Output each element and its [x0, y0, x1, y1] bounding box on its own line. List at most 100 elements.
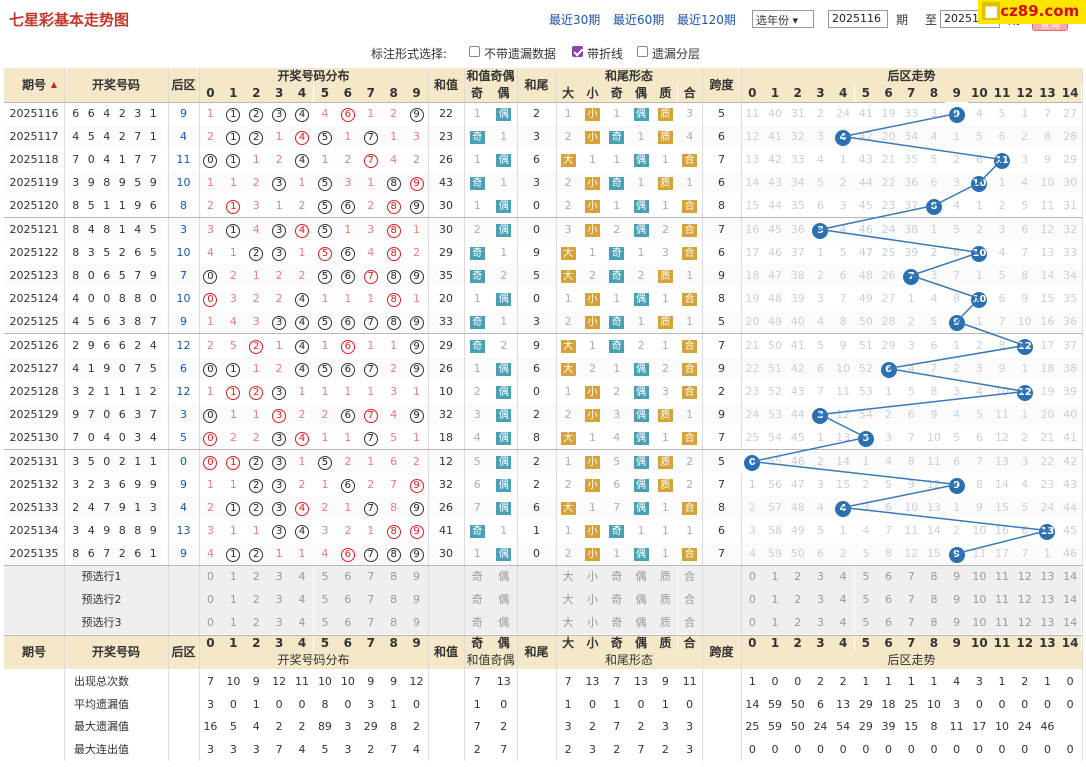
- pred-back-7[interactable]: 7: [899, 611, 923, 634]
- pred-digit-9[interactable]: 9: [405, 565, 428, 588]
- pred-odd[interactable]: 奇: [464, 588, 491, 611]
- pred-comp[interactable]: 合: [677, 588, 702, 611]
- pred-even[interactable]: 偶: [628, 588, 654, 611]
- pred-odd[interactable]: 奇: [604, 565, 629, 588]
- pred-big[interactable]: 大: [556, 611, 581, 634]
- pred-digit-6[interactable]: 6: [336, 588, 360, 611]
- pred-back-14[interactable]: 14: [1058, 565, 1082, 588]
- pred-back-0[interactable]: 0: [741, 565, 764, 588]
- pred-back-1[interactable]: 1: [763, 611, 787, 634]
- pred-big[interactable]: 大: [556, 565, 581, 588]
- pred-back-8[interactable]: 8: [922, 588, 946, 611]
- pred-back-6[interactable]: 6: [877, 588, 900, 611]
- pred-digit-4[interactable]: 4: [290, 611, 314, 634]
- pred-back-1[interactable]: 1: [763, 565, 787, 588]
- pred-digit-4[interactable]: 4: [290, 588, 314, 611]
- pred-digit-8[interactable]: 8: [382, 611, 406, 634]
- pred-back-8[interactable]: 8: [922, 565, 946, 588]
- pred-back-6[interactable]: 6: [877, 611, 900, 634]
- pred-digit-2[interactable]: 2: [244, 588, 268, 611]
- pred-back-3[interactable]: 3: [809, 588, 832, 611]
- pred-digit-6[interactable]: 6: [336, 611, 360, 634]
- pred-digit-5[interactable]: 5: [313, 588, 337, 611]
- pred-digit-8[interactable]: 8: [382, 565, 406, 588]
- pred-comp[interactable]: 合: [677, 565, 702, 588]
- pred-even[interactable]: 偶: [490, 588, 517, 611]
- pred-back-8[interactable]: 8: [922, 611, 946, 634]
- pred-digit-0[interactable]: 0: [199, 611, 222, 634]
- pred-back-14[interactable]: 14: [1058, 588, 1082, 611]
- col-header-issue[interactable]: 期号: [4, 68, 64, 102]
- pred-digit-0[interactable]: 0: [199, 588, 222, 611]
- pred-back-11[interactable]: 11: [990, 611, 1014, 634]
- pred-prime[interactable]: 质: [653, 588, 678, 611]
- pred-back-5[interactable]: 5: [854, 611, 878, 634]
- pred-odd[interactable]: 奇: [604, 588, 629, 611]
- pred-back-7[interactable]: 7: [899, 565, 923, 588]
- pred-back-10[interactable]: 10: [968, 588, 991, 611]
- pred-back-3[interactable]: 3: [809, 565, 832, 588]
- pred-digit-2[interactable]: 2: [244, 611, 268, 634]
- pred-back-5[interactable]: 5: [854, 588, 878, 611]
- from-issue-input[interactable]: 2025116: [828, 10, 888, 28]
- pred-even[interactable]: 偶: [628, 611, 654, 634]
- pred-odd[interactable]: 奇: [464, 611, 491, 634]
- link-recent-120[interactable]: 最近120期: [677, 13, 736, 27]
- pred-back-13[interactable]: 13: [1036, 611, 1059, 634]
- pred-digit-9[interactable]: 9: [405, 611, 428, 634]
- pred-digit-6[interactable]: 6: [336, 565, 360, 588]
- pred-back-9[interactable]: 9: [945, 565, 968, 588]
- pred-big[interactable]: 大: [556, 588, 581, 611]
- pred-small[interactable]: 小: [580, 588, 605, 611]
- pred-back-7[interactable]: 7: [899, 588, 923, 611]
- sort-icon[interactable]: ▲▼: [50, 80, 58, 89]
- pred-digit-0[interactable]: 0: [199, 565, 222, 588]
- pred-back-11[interactable]: 11: [990, 565, 1014, 588]
- pred-back-2[interactable]: 2: [786, 588, 810, 611]
- pred-digit-3[interactable]: 3: [267, 565, 291, 588]
- pred-digit-1[interactable]: 1: [221, 588, 245, 611]
- link-recent-30[interactable]: 最近30期: [549, 13, 601, 27]
- pred-digit-5[interactable]: 5: [313, 611, 337, 634]
- pred-back-9[interactable]: 9: [945, 588, 968, 611]
- link-recent-60[interactable]: 最近60期: [613, 13, 665, 27]
- pred-back-9[interactable]: 9: [945, 611, 968, 634]
- checkbox-missing-layer[interactable]: [637, 46, 648, 57]
- pred-back-12[interactable]: 12: [1013, 588, 1037, 611]
- pred-small[interactable]: 小: [580, 565, 605, 588]
- pred-digit-7[interactable]: 7: [359, 565, 383, 588]
- pred-digit-7[interactable]: 7: [359, 611, 383, 634]
- pred-back-11[interactable]: 11: [990, 588, 1014, 611]
- pred-back-4[interactable]: 4: [831, 611, 855, 634]
- pred-even[interactable]: 偶: [490, 565, 517, 588]
- pred-even[interactable]: 偶: [628, 565, 654, 588]
- pred-prime[interactable]: 质: [653, 565, 678, 588]
- pred-back-12[interactable]: 12: [1013, 565, 1037, 588]
- pred-small[interactable]: 小: [580, 611, 605, 634]
- pred-even[interactable]: 偶: [490, 611, 517, 634]
- pred-odd[interactable]: 奇: [464, 565, 491, 588]
- pred-back-5[interactable]: 5: [854, 565, 878, 588]
- pred-back-13[interactable]: 13: [1036, 565, 1059, 588]
- pred-digit-4[interactable]: 4: [290, 565, 314, 588]
- pred-back-3[interactable]: 3: [809, 611, 832, 634]
- pred-back-0[interactable]: 0: [741, 588, 764, 611]
- checkbox-no-missing[interactable]: [469, 46, 480, 57]
- checkbox-polyline[interactable]: [572, 46, 583, 57]
- pred-back-0[interactable]: 0: [741, 611, 764, 634]
- pred-comp[interactable]: 合: [677, 611, 702, 634]
- pred-odd[interactable]: 奇: [604, 611, 629, 634]
- pred-digit-5[interactable]: 5: [313, 565, 337, 588]
- pred-back-6[interactable]: 6: [877, 565, 900, 588]
- pred-back-12[interactable]: 12: [1013, 611, 1037, 634]
- pred-digit-2[interactable]: 2: [244, 565, 268, 588]
- pred-prime[interactable]: 质: [653, 611, 678, 634]
- year-select[interactable]: 选年份 ▾: [752, 10, 814, 28]
- pred-back-2[interactable]: 2: [786, 565, 810, 588]
- pred-digit-8[interactable]: 8: [382, 588, 406, 611]
- pred-digit-3[interactable]: 3: [267, 611, 291, 634]
- pred-back-10[interactable]: 10: [968, 611, 991, 634]
- pred-back-1[interactable]: 1: [763, 588, 787, 611]
- pred-back-13[interactable]: 13: [1036, 588, 1059, 611]
- pred-digit-9[interactable]: 9: [405, 588, 428, 611]
